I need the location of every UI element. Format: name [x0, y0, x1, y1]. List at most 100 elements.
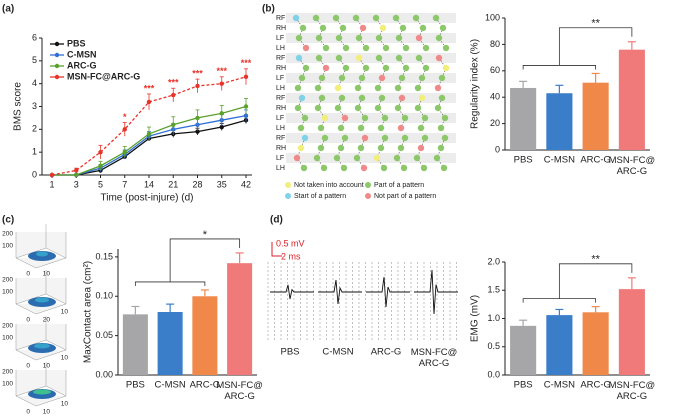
- panel-letter: (d): [270, 215, 283, 226]
- thumb-tick: 200: [2, 369, 13, 376]
- gait-dot: [400, 164, 408, 172]
- gait-dot: [421, 134, 429, 142]
- gait-dot: [340, 164, 348, 172]
- gait-dot: [334, 104, 342, 112]
- x-tick-label: 21: [168, 179, 178, 189]
- gait-dot: [301, 114, 309, 122]
- gait-row-label: RH: [276, 65, 286, 72]
- gait-row-label: RF: [276, 15, 285, 22]
- gait-dot: [355, 54, 363, 62]
- gait-dot: [422, 44, 430, 52]
- x-tick-label: 5: [98, 179, 103, 189]
- gait-link: [337, 97, 346, 129]
- legend-marker: [54, 52, 60, 58]
- gait-link: [336, 137, 346, 169]
- gait-stripe: [286, 53, 456, 63]
- significance: ***: [144, 83, 155, 93]
- emg-trace: [270, 284, 314, 300]
- point: [74, 168, 79, 173]
- y-axis-label: Regularity index (%): [470, 39, 481, 129]
- x-tick-label: PBS: [514, 380, 533, 391]
- y-tick-label: 0: [32, 169, 37, 179]
- thumb-tick: 100: [2, 335, 13, 342]
- bracket: [558, 27, 633, 66]
- gait-dot: [418, 94, 426, 102]
- point: [122, 149, 127, 155]
- x-tick-label: C-MSN: [155, 380, 186, 391]
- gait-dot: [301, 134, 309, 142]
- gait-dot: [373, 154, 381, 162]
- gait-dot: [355, 34, 363, 42]
- gait-row-label: RH: [276, 25, 286, 32]
- gait-dot: [421, 114, 429, 122]
- gait-dot: [435, 34, 443, 42]
- gait-legend-dot: [285, 193, 291, 199]
- gait-dot: [374, 84, 382, 92]
- gait-dot: [358, 94, 366, 102]
- series-line: [51, 76, 247, 176]
- significance: **: [591, 18, 600, 30]
- gait-dot: [414, 104, 422, 112]
- gait-dot: [382, 44, 390, 52]
- thumb-peak: [36, 251, 48, 257]
- gait-row-label: RF: [276, 55, 285, 62]
- gait-dot: [395, 34, 403, 42]
- gait-dot: [432, 14, 440, 22]
- gait-dot: [335, 54, 343, 62]
- significance: ***: [192, 68, 203, 78]
- x-tick-label: PBS: [514, 155, 533, 166]
- trace-label: MSN-FC@ ARC-G: [411, 347, 458, 369]
- emg-trace: [366, 276, 410, 308]
- legend-label: PBS: [67, 38, 86, 48]
- trace-label: PBS: [280, 347, 299, 358]
- gait-stripe: [286, 133, 456, 143]
- bracket: [134, 281, 206, 286]
- gait-dot: [335, 34, 343, 42]
- gait-dot: [321, 114, 329, 122]
- gait-link: [437, 57, 447, 89]
- y-axis-label: MaxContact area (cm²): [83, 261, 94, 363]
- panel-letter: (a): [2, 4, 14, 15]
- thumb-tick: 100: [2, 289, 13, 296]
- gait-legend-dot: [285, 182, 291, 188]
- thumb-tick: 200: [2, 323, 13, 330]
- point: [219, 124, 224, 130]
- gait-dot: [433, 154, 441, 162]
- y-axis-label: BMS score: [13, 82, 24, 131]
- gait-dot: [360, 164, 368, 172]
- y-tick-label: 0: [495, 144, 500, 154]
- gait-dot: [438, 74, 446, 82]
- gait-stripe: [286, 33, 456, 43]
- gait-dot: [357, 124, 365, 132]
- gait-dot: [317, 144, 325, 152]
- y-tick-label: 1.5: [487, 285, 500, 295]
- gait-stripe: [286, 153, 456, 163]
- point: [195, 83, 200, 89]
- trace-label: C-MSN: [322, 347, 353, 358]
- thumb-tick: 10: [43, 271, 51, 278]
- scale-label: 0.5 mV: [276, 238, 305, 248]
- gait-dot: [418, 74, 426, 82]
- bracket: [522, 298, 597, 303]
- gait-dot: [380, 164, 388, 172]
- gait-stripe: [286, 113, 456, 123]
- gait-dot: [372, 14, 380, 22]
- bar: [157, 312, 183, 375]
- gait-dot: [338, 94, 346, 102]
- gait-link: [297, 97, 306, 129]
- gait-link: [437, 97, 446, 129]
- gait-dot: [402, 64, 410, 72]
- gait-row-label: RF: [276, 95, 285, 102]
- gait-dot: [419, 24, 427, 32]
- gait-dot: [342, 44, 350, 52]
- y-tick-label: 100: [485, 12, 500, 22]
- gait-legend-dot: [365, 182, 371, 188]
- point: [243, 113, 249, 118]
- gait-dot: [398, 94, 406, 102]
- gait-dot: [441, 134, 449, 142]
- legend-label: C-MSN: [67, 49, 97, 59]
- thumb-tick: 0: [26, 317, 30, 324]
- gait-dot: [357, 144, 365, 152]
- emg-trace: [318, 279, 362, 305]
- x-tick-label: PBS: [126, 380, 145, 391]
